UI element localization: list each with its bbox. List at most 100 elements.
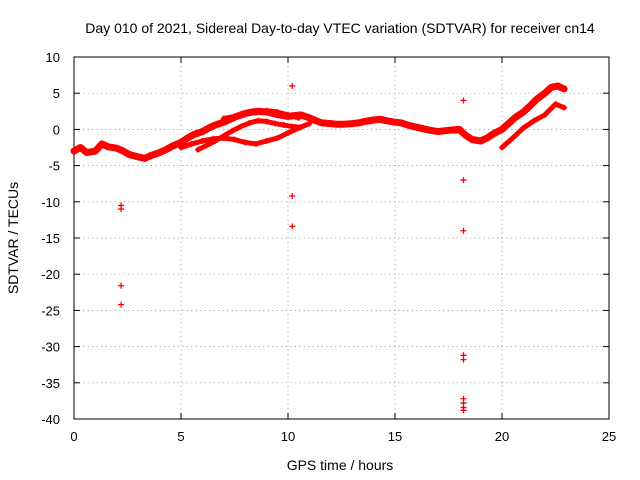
x-tick-label: 15 bbox=[388, 429, 402, 444]
data-point bbox=[548, 84, 555, 91]
data-point bbox=[242, 111, 249, 118]
series-late-track bbox=[499, 101, 568, 151]
data-point bbox=[285, 130, 291, 137]
outlier-point bbox=[289, 193, 296, 200]
series-secondary-track-c bbox=[220, 107, 302, 122]
data-point bbox=[499, 126, 505, 133]
x-tick-label: 0 bbox=[70, 429, 77, 444]
data-point bbox=[349, 120, 356, 127]
outlier-point bbox=[460, 97, 467, 104]
series-outliers bbox=[118, 82, 467, 414]
data-point bbox=[383, 117, 390, 124]
data-point bbox=[499, 144, 505, 151]
data-point bbox=[190, 131, 197, 138]
data-point bbox=[533, 96, 540, 103]
y-tick-label: -30 bbox=[41, 340, 60, 355]
data-point bbox=[98, 140, 105, 147]
data-point bbox=[520, 109, 527, 116]
data-point bbox=[220, 115, 227, 122]
data-point bbox=[246, 119, 253, 126]
data-point bbox=[92, 148, 99, 155]
data-point bbox=[135, 153, 142, 160]
data-point bbox=[113, 145, 120, 152]
data-point bbox=[229, 127, 236, 134]
chart-title: Day 010 of 2021, Sidereal Day-to-day VTE… bbox=[85, 20, 595, 36]
y-tick-label: 10 bbox=[46, 50, 60, 65]
data-point bbox=[362, 118, 369, 125]
data-point bbox=[426, 127, 433, 134]
data-point bbox=[561, 85, 568, 92]
data-point bbox=[392, 119, 398, 126]
data-point bbox=[505, 120, 512, 127]
data-point bbox=[148, 152, 155, 159]
outlier-point bbox=[118, 282, 125, 289]
outlier-point bbox=[118, 206, 125, 213]
data-point bbox=[188, 140, 195, 147]
data-point bbox=[77, 144, 84, 151]
data-point bbox=[462, 132, 469, 139]
data-point bbox=[195, 146, 202, 153]
data-point bbox=[184, 135, 191, 142]
data-point bbox=[199, 128, 206, 135]
data-point bbox=[477, 137, 484, 144]
y-tick-label: -40 bbox=[41, 412, 60, 427]
y-tick-label: -15 bbox=[41, 231, 60, 246]
data-point bbox=[520, 124, 527, 131]
data-point bbox=[554, 82, 561, 89]
y-axis-label: SDTVAR / TECUs bbox=[5, 182, 21, 294]
data-point bbox=[312, 117, 319, 124]
data-point bbox=[126, 151, 133, 158]
data-point bbox=[541, 111, 548, 118]
ticks bbox=[73, 56, 610, 420]
data-point bbox=[370, 116, 377, 123]
data-point bbox=[469, 136, 476, 143]
data-point bbox=[484, 135, 491, 142]
data-point bbox=[419, 125, 426, 132]
data-point bbox=[156, 149, 163, 156]
outlier-point bbox=[289, 82, 296, 89]
data-point bbox=[178, 139, 184, 146]
data-point bbox=[413, 124, 420, 131]
x-tick-label: 5 bbox=[177, 429, 184, 444]
data-point bbox=[295, 114, 302, 121]
data-point bbox=[377, 116, 384, 123]
outlier-point bbox=[289, 223, 296, 230]
y-tick-label: -25 bbox=[41, 303, 60, 318]
data-point bbox=[141, 155, 148, 162]
x-tick-label: 10 bbox=[281, 429, 295, 444]
outlier-point bbox=[460, 227, 467, 234]
data-point bbox=[441, 127, 448, 134]
data-point bbox=[280, 122, 287, 129]
data-point bbox=[255, 117, 262, 124]
data-point bbox=[319, 119, 326, 126]
outlier-point bbox=[460, 177, 467, 184]
data-point bbox=[252, 140, 259, 147]
series-band-main-band bbox=[70, 82, 568, 162]
y-tick-labels: 10 5 0 -5 -10 -15 -20 -25 -30 -35 -40 bbox=[41, 50, 60, 427]
data-point bbox=[237, 123, 244, 130]
data-point bbox=[274, 109, 281, 116]
data-point bbox=[404, 122, 411, 129]
data-point bbox=[289, 123, 296, 130]
data-point bbox=[334, 121, 341, 128]
x-axis-label: GPS time / hours bbox=[287, 457, 394, 473]
outlier-point bbox=[118, 301, 125, 308]
data-point bbox=[447, 127, 454, 134]
data-point bbox=[526, 103, 533, 110]
data-point bbox=[220, 132, 227, 139]
data-point bbox=[71, 148, 77, 155]
data-point bbox=[398, 119, 405, 126]
data-point bbox=[263, 137, 270, 144]
data-point bbox=[169, 143, 176, 150]
y-tick-label: -5 bbox=[48, 159, 60, 174]
data-point bbox=[434, 128, 441, 135]
data-point bbox=[285, 111, 291, 118]
data-point bbox=[252, 109, 259, 116]
data-point bbox=[327, 120, 334, 127]
data-point bbox=[212, 122, 219, 129]
data-point bbox=[120, 148, 127, 155]
data-point bbox=[231, 113, 238, 120]
data-point bbox=[212, 137, 219, 144]
data-point bbox=[541, 90, 548, 97]
series-secondary-track-b bbox=[195, 117, 304, 153]
